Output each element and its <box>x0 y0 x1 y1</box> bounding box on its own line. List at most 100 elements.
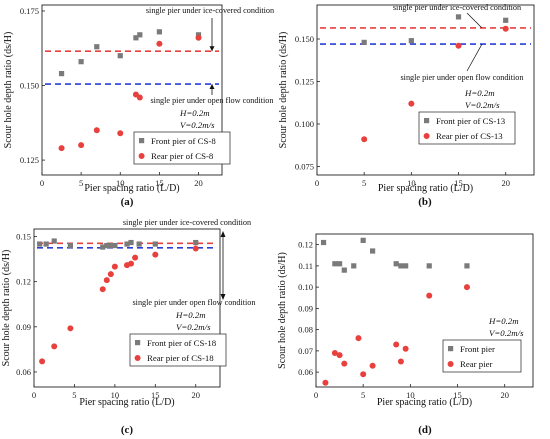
front-pier-point <box>361 39 367 45</box>
range-arrowhead-up <box>220 231 226 237</box>
panel-label: (d) <box>418 424 432 436</box>
front-pier-point <box>152 241 158 247</box>
front-pier-point <box>320 239 327 246</box>
rear-pier-point <box>128 260 135 267</box>
y-axis-label: Scour hole depth ratio (ds/H) <box>277 252 288 369</box>
front-pier-point <box>455 14 462 20</box>
legend-rear-label: Rear pier of CS-13 <box>436 131 503 141</box>
y-tick-label: 0.09 <box>298 303 313 313</box>
x-axis-label: Pier spacing ratio (L/D) <box>79 397 174 408</box>
front-pier-point <box>51 238 57 244</box>
y-tick-label: 0.10 <box>298 282 313 292</box>
rear-pier-point <box>58 145 65 152</box>
condition-h: H=0.2m <box>464 88 495 98</box>
legend-rear-label: Rear pier of CS-18 <box>147 353 214 363</box>
legend-front-marker <box>424 118 430 124</box>
x-tick-label: 15 <box>151 390 160 400</box>
rear-pier-point <box>355 335 362 342</box>
legend-front-label: Front pier of CS-8 <box>151 136 216 146</box>
x-tick-label: 0 <box>315 178 319 188</box>
plot-frame <box>315 233 534 388</box>
ice-arrowhead <box>209 46 215 52</box>
rear-pier-point <box>341 360 348 367</box>
front-pier-point <box>503 17 509 23</box>
rear-pier-point <box>152 251 159 258</box>
legend-rear-marker <box>138 153 145 159</box>
legend-rear-marker <box>447 361 454 367</box>
front-pier-point <box>332 261 338 267</box>
y-tick-label: 0.12 <box>298 240 313 250</box>
condition-v: V=0.2m/s <box>489 328 524 338</box>
rear-pier-point <box>136 94 143 101</box>
legend-box <box>129 333 227 367</box>
y-tick-label: 0.08 <box>298 325 313 335</box>
condition-h: H=0.2m <box>175 310 206 320</box>
open-annotation: single pier under open flow condition <box>400 73 523 82</box>
panel-label: (b) <box>418 196 432 208</box>
y-tick-label: 0.175 <box>20 6 39 16</box>
condition-v: V=0.2m/s <box>465 100 500 110</box>
rear-pier-point <box>195 34 202 41</box>
front-pier-point <box>393 261 399 267</box>
rear-pier-point <box>132 254 139 261</box>
x-axis-label: Pier spacing ratio (L/D) <box>377 397 472 408</box>
x-tick-label: 5 <box>361 390 365 400</box>
open-pointer <box>466 43 483 72</box>
x-tick-label: 20 <box>500 390 509 400</box>
y-tick-label: 0.11 <box>298 261 313 271</box>
y-tick-label: 0.07 <box>298 346 313 356</box>
y-tick-label: 0.12 <box>16 277 31 287</box>
rear-pier-point <box>156 40 163 47</box>
rear-pier-point <box>397 358 404 365</box>
front-pier-point <box>104 242 110 249</box>
open-arrowhead <box>209 84 215 90</box>
rear-pier-point <box>103 277 110 284</box>
front-pier-point <box>133 35 139 41</box>
rear-pier-point <box>99 286 106 293</box>
y-tick-label: 0.15 <box>16 232 31 242</box>
front-pier-point <box>408 38 414 44</box>
legend-box <box>418 111 516 145</box>
y-tick-label: 0.125 <box>20 155 39 165</box>
condition-v: V=0.2m/s <box>176 322 211 332</box>
rear-pier-point <box>360 371 367 378</box>
front-pier-point <box>341 267 347 273</box>
legend-box <box>133 131 231 165</box>
x-tick-label: 15 <box>454 178 463 188</box>
rear-pier-point <box>107 271 114 278</box>
plot-frame <box>316 4 535 176</box>
x-tick-label: 15 <box>155 178 164 188</box>
rear-pier-point <box>369 362 376 369</box>
front-pier-point <box>370 248 376 254</box>
x-tick-label: 5 <box>362 178 366 188</box>
y-tick-label: 0.09 <box>16 322 31 332</box>
legend-rear-label: Rear pier of CS-8 <box>151 151 214 161</box>
x-tick-label: 0 <box>314 390 318 400</box>
front-pier-point <box>128 239 134 246</box>
ice-annotation: single pier under ice-covered condition <box>146 6 274 15</box>
rear-pier-point <box>78 142 85 149</box>
front-pier-point <box>156 29 162 35</box>
front-pier-point <box>403 263 409 269</box>
y-tick-label: 0.125 <box>295 77 314 87</box>
front-pier-point <box>78 59 84 65</box>
rear-pier-point <box>455 42 462 49</box>
front-pier-point <box>137 32 143 38</box>
open-annotation: single pier under open flow condition <box>150 96 273 105</box>
x-tick-label: 10 <box>116 178 125 188</box>
front-pier-point <box>426 263 432 269</box>
panel-label: (c) <box>121 424 134 436</box>
legend-front-marker <box>139 138 145 144</box>
x-tick-label: 10 <box>111 390 120 400</box>
rear-pier-point <box>426 292 433 299</box>
rear-pier-point <box>402 345 409 352</box>
open-annotation: single pier under open flow condition <box>132 298 255 307</box>
x-tick-label: 10 <box>407 178 416 188</box>
legend-front-label: Front pier <box>460 344 495 354</box>
rear-pier-point <box>93 127 100 134</box>
x-tick-label: 5 <box>72 390 76 400</box>
x-tick-label: 15 <box>453 390 462 400</box>
rear-pier-point <box>361 136 368 143</box>
y-axis-label: Scour hole depth ratio (ds/H) <box>1 250 12 367</box>
